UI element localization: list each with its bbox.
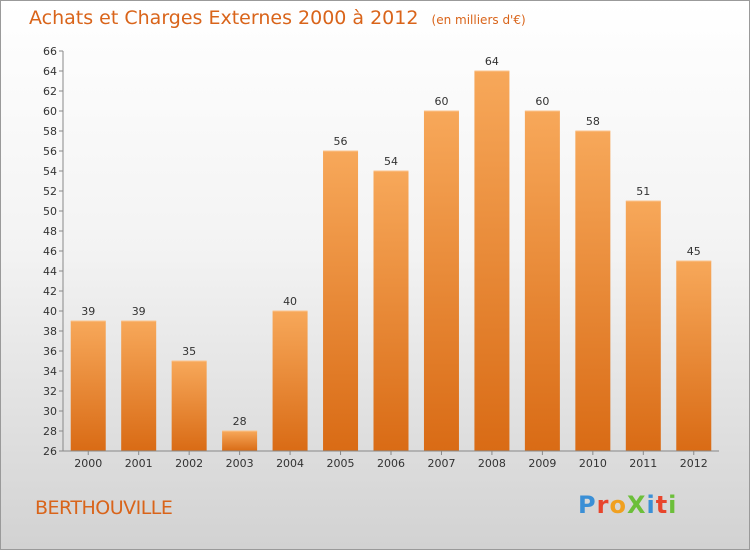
data-label-2011: 51 [636, 185, 650, 198]
bar-2005 [323, 151, 359, 451]
data-label-2006: 54 [384, 155, 398, 168]
commune-name: BERTHOUVILLE [35, 497, 173, 519]
y-tick-label: 32 [43, 385, 57, 398]
y-tick-label: 26 [43, 445, 57, 458]
x-tick-label-2005: 2005 [327, 457, 355, 470]
x-tick-label-2000: 2000 [74, 457, 102, 470]
x-tick-label-2002: 2002 [175, 457, 203, 470]
bar-2011 [625, 201, 661, 451]
x-tick-label-2004: 2004 [276, 457, 304, 470]
logo-letter: r [596, 491, 610, 519]
data-label-2002: 35 [182, 345, 196, 358]
x-tick-label-2011: 2011 [629, 457, 657, 470]
x-tick-label-2008: 2008 [478, 457, 506, 470]
logo-letter: i [646, 491, 656, 519]
bars: 39 39 35 28 40 56 54 60 64 60 58 51 45 [70, 55, 712, 451]
x-tick-label-2001: 2001 [125, 457, 153, 470]
y-axis: 26 28 30 32 34 36 38 40 42 44 46 48 50 52 54 56 58 60 62 64… [43, 45, 64, 458]
bar-2003 [222, 431, 258, 451]
y-tick-label: 46 [43, 245, 57, 258]
bar-2007 [423, 111, 459, 451]
bar-2006 [373, 171, 409, 451]
y-tick-label: 56 [43, 145, 57, 158]
chart-title-block: Achats et Charges Externes 2000 à 2012 (… [29, 7, 526, 29]
logo-letter: i [668, 491, 678, 519]
proxiti-logo: ProXiti [578, 491, 677, 519]
y-tick-label: 62 [43, 85, 57, 98]
y-tick-label: 28 [43, 425, 57, 438]
y-tick-label: 50 [43, 205, 57, 218]
y-tick-label: 38 [43, 325, 57, 338]
x-tick-label-2007: 2007 [427, 457, 455, 470]
y-tick-label: 48 [43, 225, 57, 238]
data-label-2008: 64 [485, 55, 499, 68]
y-tick-label: 66 [43, 45, 57, 58]
bar-2010 [575, 131, 611, 451]
chart-title: Achats et Charges Externes 2000 à 2012 [29, 7, 419, 29]
data-label-2007: 60 [434, 95, 448, 108]
data-label-2001: 39 [132, 305, 146, 318]
y-tick-label: 58 [43, 125, 57, 138]
data-label-2003: 28 [233, 415, 247, 428]
data-label-2009: 60 [535, 95, 549, 108]
y-tick-label: 40 [43, 305, 57, 318]
y-tick-label: 60 [43, 105, 57, 118]
bar-2001 [121, 321, 157, 451]
y-tick-label: 54 [43, 165, 57, 178]
bar-2008 [474, 71, 510, 451]
bar-2002 [171, 361, 207, 451]
x-tick-label-2003: 2003 [226, 457, 254, 470]
y-tick-label: 52 [43, 185, 57, 198]
y-tick-label: 30 [43, 405, 57, 418]
logo-letter: P [578, 491, 597, 519]
x-tick-label-2009: 2009 [528, 457, 556, 470]
x-tick-label-2006: 2006 [377, 457, 405, 470]
bar-2000 [70, 321, 106, 451]
y-tick-label: 44 [43, 265, 57, 278]
x-axis: 2000 2001 2002 2003 2004 2005 2006 2007 2008 2009… [63, 450, 719, 470]
x-tick-label-2012: 2012 [680, 457, 708, 470]
data-label-2004: 40 [283, 295, 297, 308]
data-label-2005: 56 [334, 135, 348, 148]
y-tick-label: 36 [43, 345, 57, 358]
data-label-2000: 39 [81, 305, 95, 318]
chart-subtitle: (en milliers d'€) [431, 13, 526, 27]
bar-2004 [272, 311, 308, 451]
bar-2012 [676, 261, 712, 451]
y-tick-label: 42 [43, 285, 57, 298]
bar-2009 [524, 111, 560, 451]
y-tick-label: 64 [43, 65, 57, 78]
logo-letter: o [609, 491, 627, 519]
logo-letter: X [626, 491, 647, 519]
data-label-2010: 58 [586, 115, 600, 128]
logo-letter: t [655, 491, 669, 519]
y-tick-label: 34 [43, 365, 57, 378]
data-label-2012: 45 [687, 245, 701, 258]
x-tick-label-2010: 2010 [579, 457, 607, 470]
